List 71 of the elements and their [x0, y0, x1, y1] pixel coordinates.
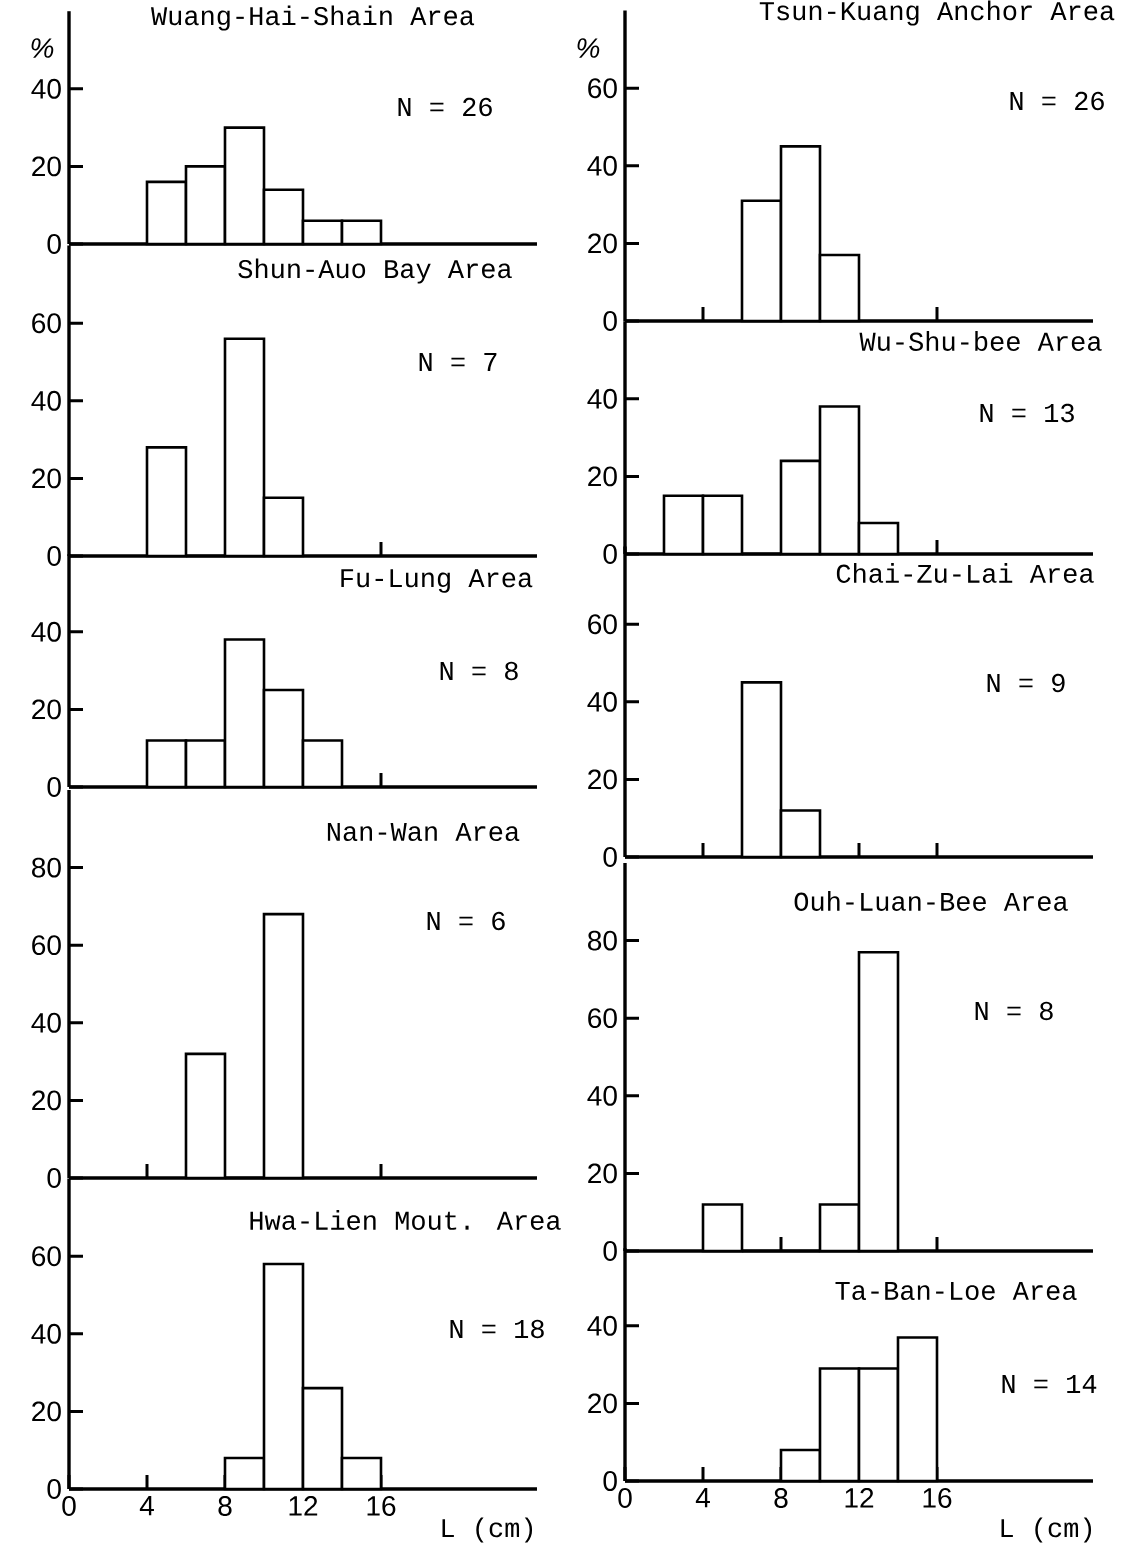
x-tick-label: 4 — [139, 1496, 154, 1516]
y-tick-label: 40 — [31, 1323, 61, 1344]
y-tick-label: 20 — [32, 699, 61, 720]
y-tick-label: 0 — [47, 546, 61, 566]
y-tick-label: 40 — [31, 1012, 61, 1033]
x-tick-label: 8 — [218, 1496, 232, 1516]
y-tick-label: 60 — [32, 935, 61, 956]
y-tick-label: 0 — [47, 234, 61, 254]
y-tick-label: 60 — [32, 1246, 61, 1267]
annotation: N = 26 — [1010, 91, 1104, 111]
annotation: N = 13 — [980, 403, 1074, 423]
y-tick-label: 20 — [32, 468, 61, 489]
y-tick-label: 40 — [31, 78, 61, 99]
x-tick-label: 4 — [695, 1488, 710, 1508]
y-tick-label: 20 — [32, 1090, 61, 1111]
y-tick-label: 0 — [603, 1471, 617, 1491]
annotation: N = 6 — [427, 911, 505, 931]
y-tick-label: 20 — [588, 1393, 617, 1414]
text: Hwa-Lien Mout. Area — [250, 1210, 561, 1230]
y-tick-label: 60 — [32, 313, 61, 334]
y-tick-label: 40 — [587, 155, 617, 176]
y-tick-label: 20 — [588, 769, 617, 790]
text: Nan-Wan Area — [327, 822, 520, 842]
y-axis-title: % — [31, 38, 54, 58]
x-axis-title: L (cm) — [442, 1517, 533, 1543]
y-tick-label: 0 — [603, 544, 617, 564]
y-tick-label: 40 — [31, 621, 61, 642]
y-tick-label: 80 — [588, 930, 617, 951]
y-tick-label: 80 — [32, 857, 61, 878]
chart-title: Wuang-Hai-Shain Area — [150, 5, 475, 31]
annotation: N = 8 — [975, 1001, 1053, 1021]
annotation: N = 9 — [987, 673, 1065, 693]
y-tick-label: 60 — [588, 614, 617, 635]
y-tick-label: 20 — [32, 1401, 61, 1422]
y-axis-title: % — [577, 38, 600, 58]
chart-title: Shun-Auo Bay Area — [238, 258, 512, 284]
x-tick-label: 0 — [618, 1488, 632, 1508]
chart-title: Fu-Lung Area — [341, 569, 533, 593]
x-tick-label: 12 — [845, 1488, 874, 1508]
chart-title: Tsun-Kuang Anchor Area — [759, 0, 1115, 26]
x-tick-label: 8 — [774, 1488, 788, 1508]
annotation: N = 14 — [1002, 1375, 1097, 1393]
y-tick-label: 40 — [31, 390, 61, 411]
y-tick-label: 40 — [587, 1085, 617, 1106]
x-tick-label: 12 — [289, 1496, 318, 1516]
chart-title: Chai-Zu-Lai Area — [836, 563, 1094, 583]
y-tick-label: 40 — [587, 1315, 617, 1336]
y-tick-label: 20 — [588, 1163, 617, 1184]
annotation: N = 8 — [440, 661, 518, 681]
text: Ta-Ban-Loe Area — [835, 1281, 1077, 1301]
x-tick-label: 0 — [62, 1496, 76, 1516]
annotation: N = 26 — [398, 97, 492, 117]
y-tick-label: 40 — [587, 691, 617, 712]
y-tick-label: 60 — [588, 78, 617, 99]
annotation: N = 7 — [419, 353, 497, 371]
x-axis-title: L (cm) — [1001, 1517, 1092, 1543]
y-tick-label: 40 — [587, 388, 617, 409]
y-tick-label: 0 — [603, 1241, 617, 1261]
y-tick-label: 0 — [47, 1168, 61, 1188]
y-tick-label: 20 — [588, 466, 617, 487]
annotation: N = 18 — [450, 1319, 544, 1339]
y-tick-label: 0 — [47, 777, 61, 797]
x-tick-label: 16 — [367, 1496, 396, 1516]
x-tick-label: 16 — [923, 1488, 952, 1508]
y-tick-label: 60 — [588, 1008, 617, 1029]
y-tick-label: 20 — [32, 156, 61, 177]
y-tick-label: 0 — [603, 311, 617, 331]
chart-title: Wu-Shu-bee Area — [859, 331, 1102, 351]
y-tick-label: 20 — [588, 233, 617, 254]
text: Ouh-Luan-Bee Area — [794, 891, 1068, 911]
y-tick-label: 0 — [603, 847, 617, 867]
